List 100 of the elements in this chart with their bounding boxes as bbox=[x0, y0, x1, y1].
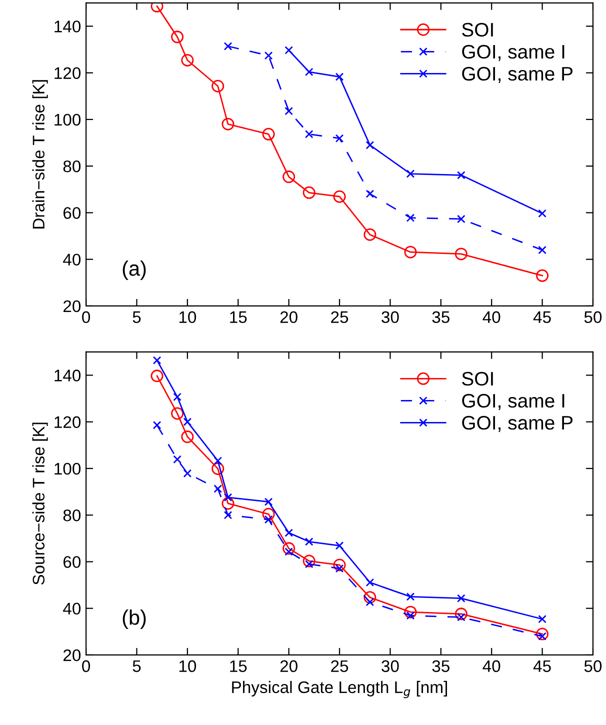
y-axis-title: Drain−side T rise [K] bbox=[32, 80, 48, 228]
x-tick-label: 15 bbox=[230, 660, 247, 672]
point bbox=[282, 542, 296, 555]
point bbox=[171, 30, 184, 44]
point bbox=[333, 558, 346, 572]
point bbox=[181, 430, 194, 444]
point bbox=[214, 484, 222, 493]
point bbox=[335, 541, 344, 550]
x-tick-label: 45 bbox=[533, 660, 551, 672]
y-tick-label: 80 bbox=[63, 509, 81, 522]
legend-label: SOI bbox=[462, 372, 493, 386]
point bbox=[214, 456, 222, 465]
y-tick-label: 100 bbox=[54, 114, 81, 126]
point bbox=[335, 134, 344, 143]
point bbox=[152, 356, 162, 364]
point bbox=[224, 510, 232, 520]
point bbox=[454, 608, 468, 620]
point bbox=[333, 190, 346, 203]
point bbox=[302, 554, 316, 568]
y-tick-label: 40 bbox=[63, 254, 81, 266]
point bbox=[224, 493, 232, 502]
point bbox=[173, 455, 182, 464]
annotation: (a) bbox=[122, 260, 146, 280]
point bbox=[406, 592, 415, 601]
y-axis-title: Source−side T rise [K] bbox=[32, 422, 48, 585]
point bbox=[366, 190, 374, 198]
point bbox=[173, 392, 182, 402]
y-tick-label: 120 bbox=[54, 67, 81, 80]
x-tick-label: 5 bbox=[132, 311, 141, 324]
point bbox=[364, 591, 376, 604]
point bbox=[406, 170, 415, 178]
y-tick-label: 20 bbox=[63, 300, 81, 312]
x-tick-label: 5 bbox=[132, 660, 141, 672]
x-axis-title: Physical Gate Length L$_{g}$ [nm] bbox=[232, 680, 447, 698]
point bbox=[264, 515, 273, 524]
x-tick-label: 30 bbox=[382, 311, 399, 324]
point bbox=[536, 628, 549, 640]
point bbox=[364, 228, 376, 241]
x-tick-label: 25 bbox=[331, 660, 348, 672]
legend-label: SOI bbox=[462, 22, 493, 37]
point bbox=[171, 407, 184, 420]
point bbox=[302, 186, 316, 199]
x-tick-label: 0 bbox=[82, 311, 90, 324]
point bbox=[538, 246, 546, 254]
x-tick-label: 0 bbox=[82, 660, 90, 672]
y-tick-label: 40 bbox=[63, 602, 81, 615]
point bbox=[282, 170, 296, 184]
x-tick-label: 35 bbox=[432, 311, 450, 324]
point bbox=[212, 80, 224, 92]
x-tick-label: 20 bbox=[280, 660, 298, 672]
point bbox=[264, 51, 273, 60]
x-tick-label: 25 bbox=[331, 311, 348, 324]
y-tick-label: 140 bbox=[54, 370, 81, 382]
point bbox=[183, 469, 192, 478]
point bbox=[222, 118, 234, 130]
point bbox=[284, 106, 293, 116]
y-tick-label: 140 bbox=[54, 20, 81, 32]
point bbox=[212, 462, 224, 475]
point bbox=[454, 248, 468, 260]
point bbox=[538, 209, 546, 218]
x-tick-label: 50 bbox=[584, 311, 602, 324]
y-tick-label: 20 bbox=[63, 649, 81, 662]
x-tick-label: 15 bbox=[230, 311, 247, 324]
x-tick-label: 50 bbox=[584, 660, 602, 672]
x-tick-label: 10 bbox=[179, 660, 196, 672]
y-tick-label: 60 bbox=[64, 556, 81, 568]
point bbox=[183, 418, 192, 426]
point bbox=[152, 420, 162, 430]
point bbox=[536, 269, 549, 282]
y-tick-label: 120 bbox=[54, 416, 81, 428]
point bbox=[366, 140, 374, 150]
annotation: (b) bbox=[122, 610, 146, 629]
point bbox=[304, 538, 314, 546]
x-tick-label: 40 bbox=[482, 311, 500, 324]
legend-label: GOI, same P bbox=[462, 416, 573, 432]
y-tick-label: 100 bbox=[54, 462, 81, 475]
point bbox=[284, 46, 293, 54]
x-tick-label: 10 bbox=[179, 311, 196, 324]
point bbox=[150, 2, 164, 12]
point bbox=[264, 498, 273, 506]
point bbox=[284, 528, 293, 537]
point bbox=[457, 171, 466, 180]
legend-label: GOI, same I bbox=[462, 394, 564, 410]
x-tick-label: 30 bbox=[382, 660, 399, 672]
point bbox=[262, 128, 275, 140]
point bbox=[404, 246, 417, 258]
point bbox=[406, 214, 415, 222]
x-tick-label: 35 bbox=[432, 660, 450, 672]
point bbox=[457, 594, 466, 602]
x-tick-label: 45 bbox=[533, 311, 551, 324]
point bbox=[366, 578, 374, 587]
point bbox=[150, 370, 164, 382]
point bbox=[181, 54, 194, 66]
y-tick-label: 60 bbox=[64, 207, 81, 219]
point bbox=[457, 214, 466, 224]
point bbox=[335, 72, 344, 81]
point bbox=[404, 606, 417, 618]
legend-label: GOI, same I bbox=[462, 44, 564, 61]
y-tick-label: 80 bbox=[63, 160, 81, 172]
point bbox=[222, 497, 234, 510]
